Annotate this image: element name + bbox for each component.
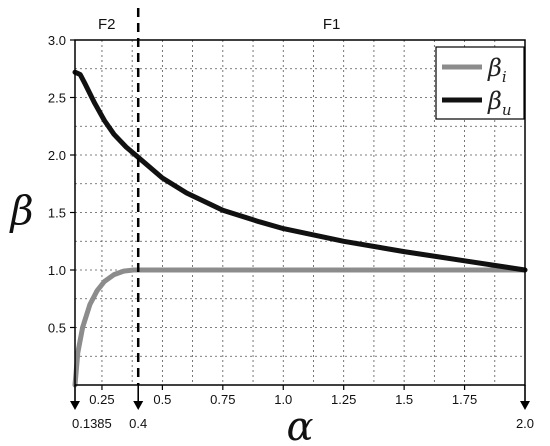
marker-arrow-head bbox=[70, 401, 80, 410]
y-tick-label: 2.0 bbox=[48, 148, 66, 163]
x-tick-label: 0.5 bbox=[153, 392, 171, 407]
y-tick-label: 3.0 bbox=[48, 33, 66, 48]
marker-arrow-head bbox=[133, 401, 144, 410]
region-label: F1 bbox=[323, 16, 341, 33]
series-line-i bbox=[72, 267, 528, 388]
x-tick-label: 1.5 bbox=[395, 392, 413, 407]
x-axis-title: α bbox=[286, 404, 313, 446]
series-line-u bbox=[72, 69, 528, 273]
region-label: F2 bbox=[98, 16, 116, 33]
marker-label: 0.1385 bbox=[72, 416, 112, 431]
y-axis-title: β bbox=[8, 189, 33, 235]
legend-box bbox=[435, 46, 525, 120]
region-labels: F2 F1 bbox=[98, 16, 340, 33]
axis-ticks: 0.5 1.0 1.5 2.0 2.5 3.0 0.25 0.5 0.75 1.0 1.25 1.5 1… bbox=[48, 33, 477, 407]
marker-label: 2.0 bbox=[516, 416, 534, 431]
marker-arrow-head bbox=[520, 401, 530, 410]
x-tick-label: 1.25 bbox=[331, 392, 356, 407]
marker-label: 0.4 bbox=[129, 416, 147, 431]
x-tick-label: 0.75 bbox=[210, 392, 235, 407]
y-tick-label: 2.5 bbox=[48, 91, 66, 106]
x-tick-label: 1.75 bbox=[452, 392, 477, 407]
y-tick-label: 0.5 bbox=[48, 321, 66, 336]
y-tick-label: 1.5 bbox=[48, 206, 66, 221]
x-markers: 0.1385 0.4 2.0 bbox=[70, 385, 534, 431]
plot-area-frame bbox=[74, 39, 526, 386]
y-tick-label: 1.0 bbox=[48, 263, 66, 278]
x-tick-label: 0.25 bbox=[89, 392, 114, 407]
x-tick-label: 1.0 bbox=[274, 392, 292, 407]
data-series bbox=[72, 69, 528, 388]
